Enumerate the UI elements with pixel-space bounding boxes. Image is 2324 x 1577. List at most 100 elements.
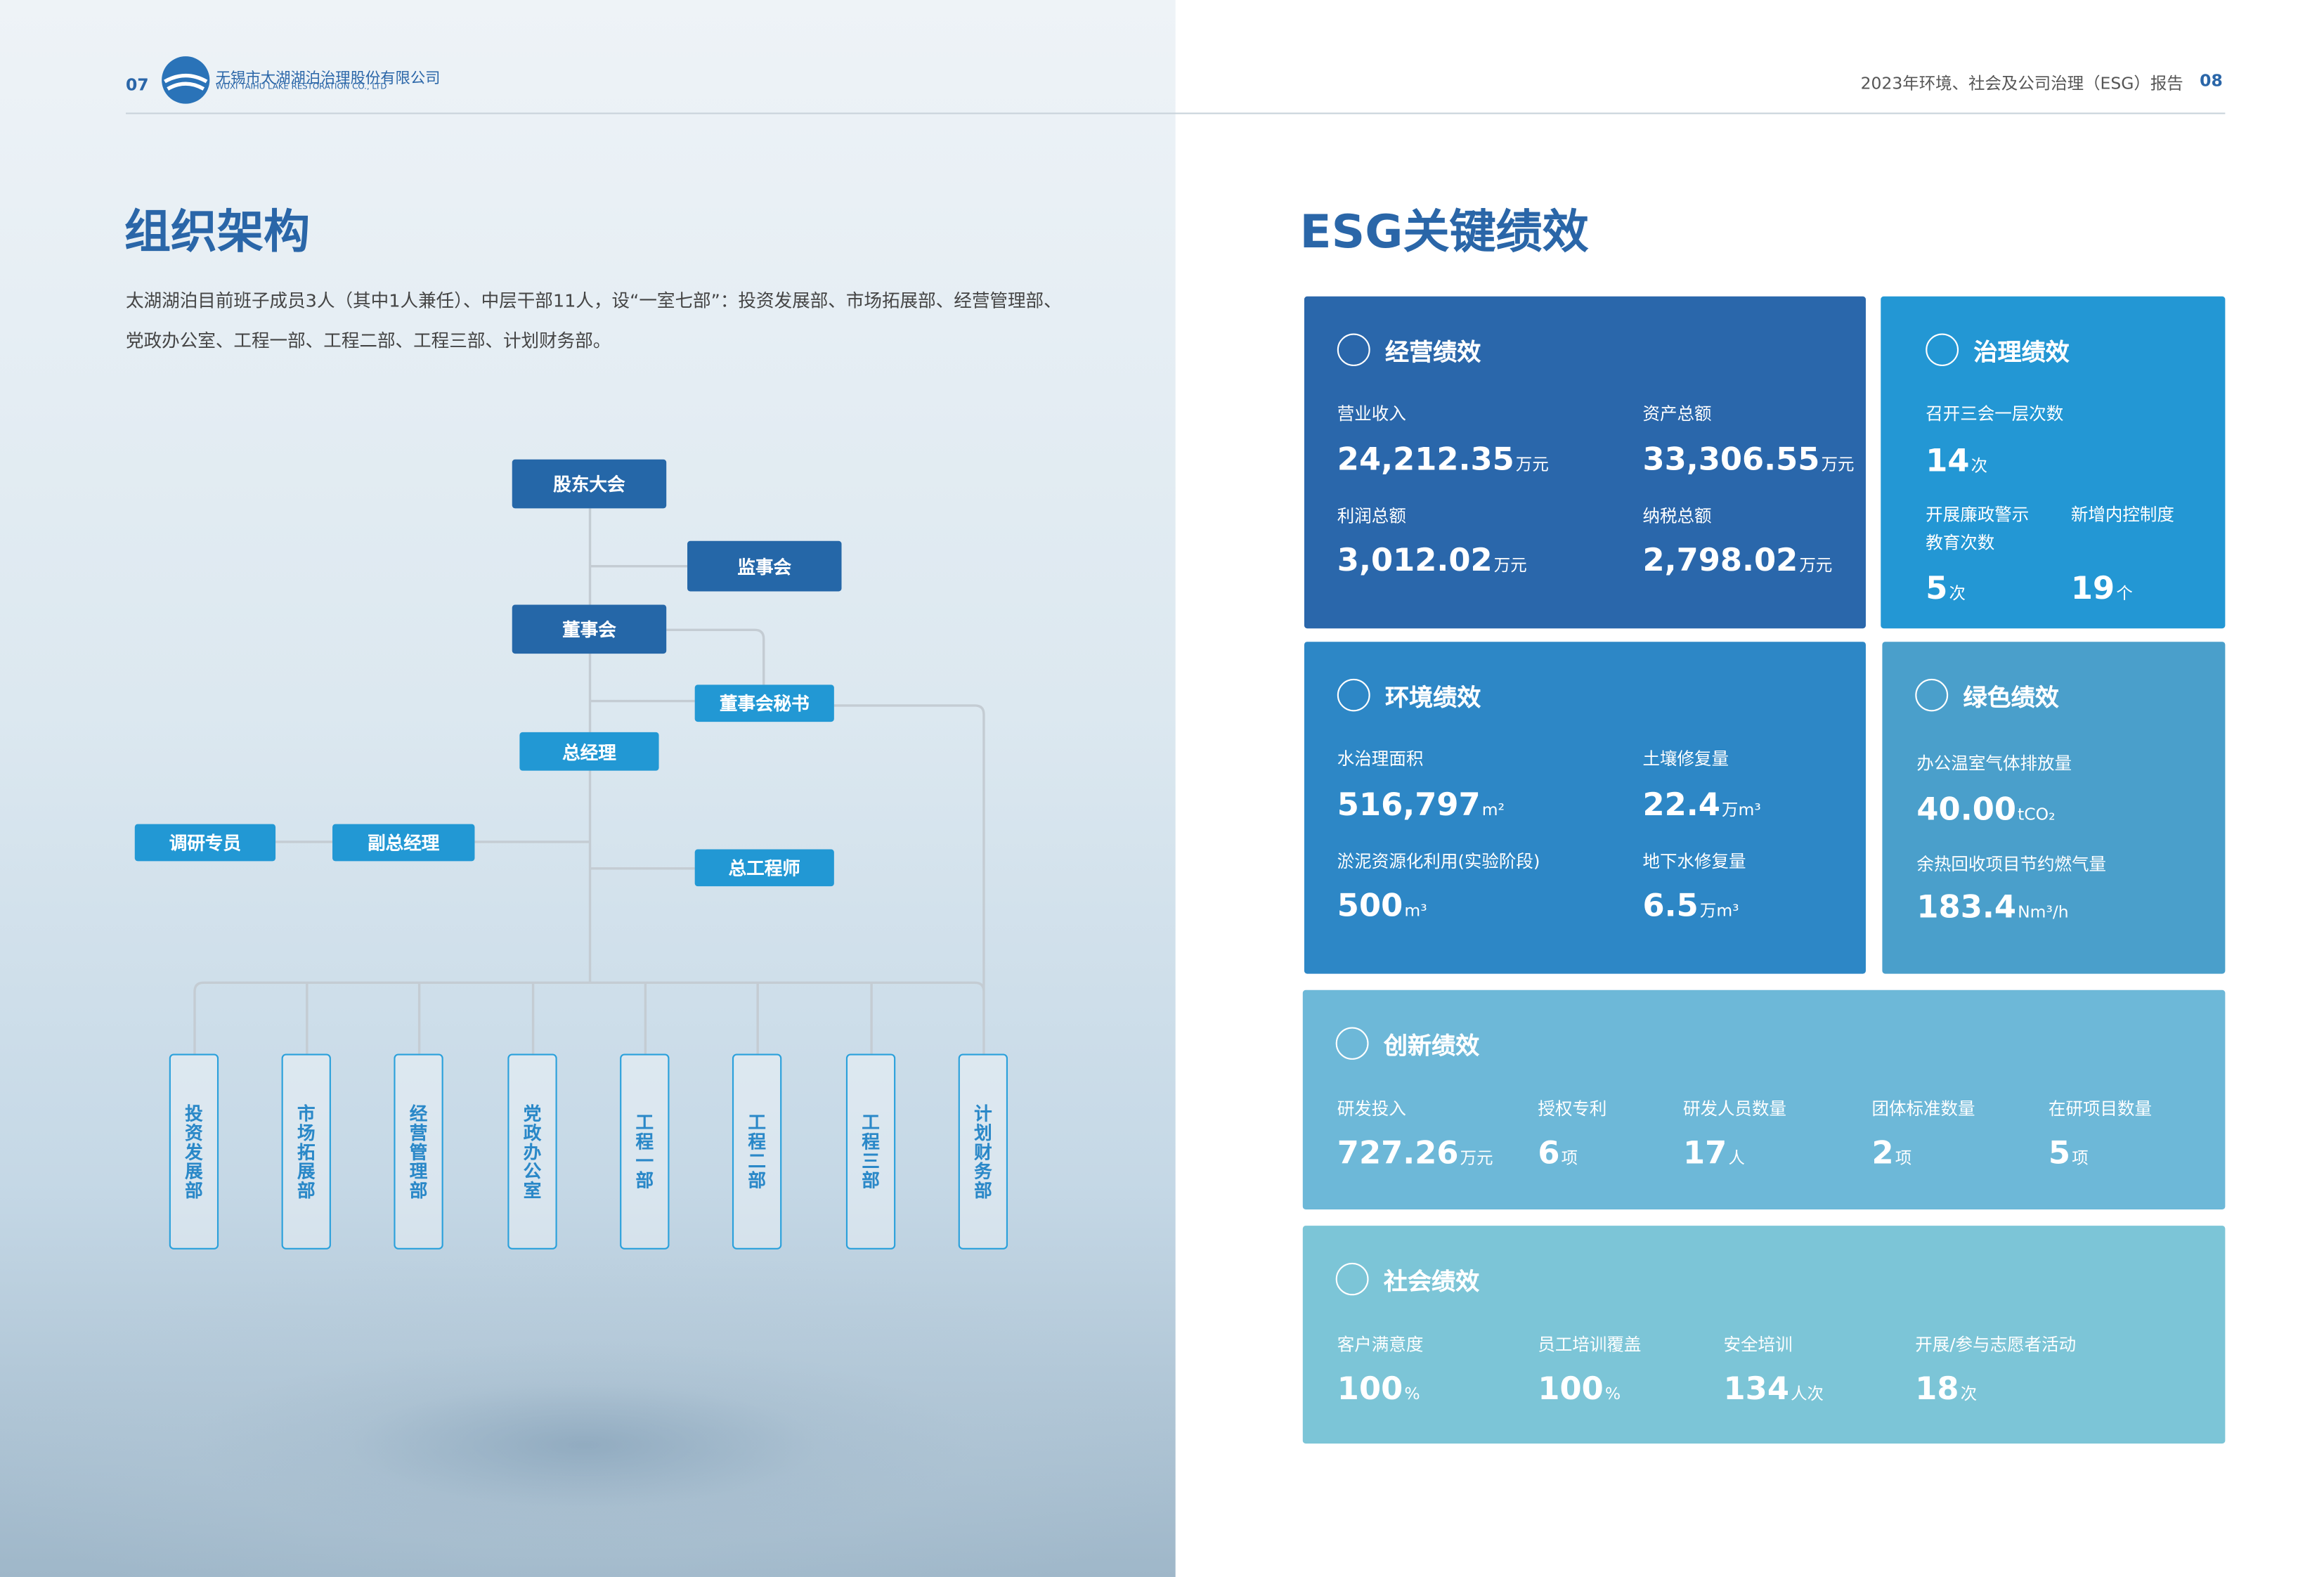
section-title: ESG关键绩效 — [1299, 206, 1589, 260]
org-node: 董事会 — [512, 604, 667, 654]
metric-number: 18 — [1915, 1370, 1959, 1407]
panel-heading: 社会绩效 — [1335, 1261, 1479, 1297]
metric-label: 水治理面积 — [1337, 748, 1424, 770]
metric-unit: 项 — [1561, 1148, 1578, 1168]
metric-label: 淤泥资源化利用(实验阶段) — [1337, 850, 1540, 872]
metric-unit: 次 — [1949, 583, 1966, 604]
metric-value: 40.00 tCO₂ — [1916, 791, 2055, 827]
metric-unit: 个 — [2116, 583, 2133, 604]
header-rule — [125, 112, 2226, 115]
metric-unit: 项 — [2072, 1148, 2089, 1168]
metric-unit: tCO₂ — [2018, 805, 2056, 824]
metric-value: 19 个 — [2071, 571, 2133, 606]
metric-number: 516,797 — [1337, 786, 1481, 823]
metric-label: 研发投入 — [1337, 1098, 1406, 1120]
logo-mark — [162, 56, 210, 104]
page-number: 08 — [2200, 71, 2223, 91]
metric-value: 33,306.55 万元 — [1642, 441, 1854, 477]
metric-label: 营业收入 — [1337, 403, 1406, 424]
metric-value: 24,212.35 万元 — [1337, 441, 1549, 477]
org-node: 监事会 — [687, 540, 842, 592]
metric-value: 727.26 万元 — [1337, 1135, 1493, 1171]
org-node: 董事会秘书 — [694, 684, 834, 722]
metric-number: 500 — [1337, 888, 1403, 923]
panel-icon — [1337, 333, 1370, 366]
metric-label: 土壤修复量 — [1642, 748, 1729, 770]
esg-panel: 社会绩效 客户满意度 100% 员工培训覆盖 100% 安全培训 134 人次 开展/参与志愿者… — [1302, 1226, 2226, 1444]
metric-label: 召开三会一层次数 — [1926, 403, 2064, 424]
metric-number: 5 — [1926, 570, 1948, 606]
metric-unit: 项 — [1895, 1148, 1912, 1168]
metric-value: 18 次 — [1915, 1371, 1977, 1407]
panel-icon — [1335, 1027, 1369, 1060]
left-background — [0, 0, 1176, 1577]
metric-number: 40.00 — [1916, 791, 2016, 827]
metric-label: 地下水修复量 — [1642, 850, 1746, 872]
panel-title: 创新绩效 — [1383, 1031, 1480, 1060]
department-box: 经营管理部 — [394, 1053, 443, 1250]
metric-unit: 次 — [1960, 1384, 1978, 1404]
metric-label: 在研项目数量 — [2048, 1098, 2152, 1120]
panel-title: 环境绩效 — [1384, 683, 1481, 712]
department-box: 计划财务部 — [958, 1053, 1008, 1250]
org-connectors — [193, 508, 985, 1054]
panel-heading: 创新绩效 — [1335, 1025, 1480, 1061]
esg-panel: 治理绩效 召开三会一层次数 14 次开展廉政警示教育次数 5 次新增内控制度 19 个 — [1881, 296, 2226, 629]
department-box: 工程三部 — [845, 1053, 896, 1250]
metric-unit: % — [1604, 1384, 1621, 1404]
metric-label: 授权专利 — [1538, 1098, 1607, 1120]
metric-number: 183.4 — [1916, 889, 2016, 926]
page-number: 07 — [125, 75, 149, 95]
metric-number: 19 — [2070, 570, 2115, 606]
metric-number: 14 — [1926, 443, 1970, 479]
org-node: 股东大会 — [512, 459, 667, 509]
metric-label: 开展/参与志愿者活动 — [1915, 1334, 2077, 1355]
org-node: 副总经理 — [332, 824, 475, 862]
metric-value: 17 人 — [1683, 1135, 1745, 1171]
metric-value: 134 人次 — [1724, 1371, 1824, 1407]
metric-number: 3,012.02 — [1337, 542, 1493, 578]
department-box: 工程一部 — [620, 1053, 670, 1250]
metric-number: 2,798.02 — [1642, 542, 1798, 578]
panel-title: 治理绩效 — [1973, 337, 2070, 366]
esg-panel: 环境绩效水治理面积 516,797 m² 土壤修复量 22.4 万m³ 淤泥资源化利用(实验… — [1304, 642, 1866, 974]
metric-value: 100% — [1538, 1371, 1621, 1407]
metric-unit: 万元 — [1515, 455, 1549, 474]
metric-value: 6.5 万m³ — [1642, 888, 1739, 923]
metric-label: 办公温室气体排放量 — [1916, 753, 2072, 774]
department-box: 工程二部 — [732, 1053, 782, 1250]
esg-panel: 经营绩效 营业收入 24,212.35 万元 资产总额 33,306.55 万元 利润总额 3,… — [1304, 296, 1866, 629]
metric-label: 安全培训 — [1723, 1334, 1793, 1355]
esg-panel: 绿色绩效 办公温室气体排放量 40.00 tCO₂ 余热回收项目节约燃气量 183.4 Nm… — [1882, 642, 2226, 974]
metric-unit: 万元 — [1799, 555, 1833, 576]
metric-number: 100 — [1337, 1370, 1403, 1407]
org-node: 总经理 — [519, 732, 659, 771]
intro-paragraph: 太湖湖泊目前班子成员3人（其中1人兼任）、中层干部11人，设“一室七部”：投资发… — [125, 290, 1062, 351]
department-box: 党政办公室 — [507, 1053, 557, 1250]
org-node: 调研专员 — [134, 824, 276, 862]
metric-label: 客户满意度 — [1337, 1334, 1424, 1355]
metric-number: 727.26 — [1337, 1135, 1459, 1172]
metric-unit: 万元 — [1493, 555, 1527, 576]
metric-value: 183.4 Nm³/h — [1916, 889, 2068, 925]
panel-heading: 经营绩效 — [1337, 332, 1481, 368]
metric-value: 516,797 m² — [1337, 787, 1505, 823]
metric-number: 6 — [1538, 1135, 1560, 1172]
panel-icon — [1915, 678, 1949, 712]
report-title: 2023年环境、社会及公司治理（ESG）报告 — [1860, 74, 2183, 93]
metric-unit: 人 — [1728, 1148, 1745, 1168]
metric-unit: % — [1404, 1384, 1420, 1404]
panel-heading: 环境绩效 — [1337, 677, 1481, 713]
metric-label: 研发人员数量 — [1683, 1098, 1787, 1120]
metric-unit: m² — [1481, 800, 1505, 820]
metric-number: 2 — [1871, 1135, 1894, 1172]
metric-unit: 人次 — [1791, 1384, 1824, 1404]
metric-unit: 万元 — [1821, 455, 1855, 474]
metric-value: 22.4 万m³ — [1642, 787, 1760, 823]
metric-unit: Nm³/h — [2018, 902, 2069, 922]
panel-icon — [1926, 333, 1959, 366]
